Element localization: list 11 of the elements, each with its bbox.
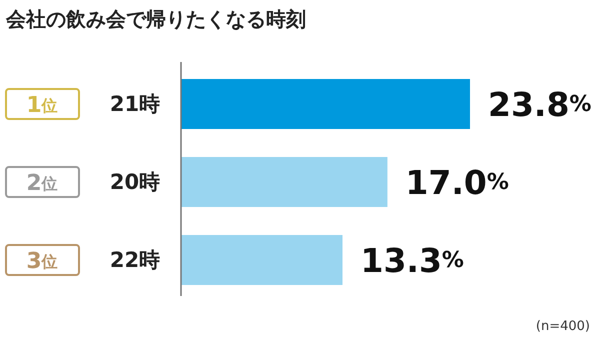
data-label: 23.8% [488,84,592,124]
text: 2位 [26,170,58,196]
data-label: 13.3% [360,240,464,280]
data-label: 17.0% [405,162,509,202]
y-tick-label: 20時 [110,170,160,194]
text: 3位 [26,248,58,274]
y-tick-label: 21時 [110,92,160,116]
text: 1位 [26,92,58,118]
y-tick-label: 22時 [110,248,160,272]
text: (n=400) [536,319,590,334]
chart-title: 会社の飲み会で帰りたくなる時刻 [5,7,306,31]
